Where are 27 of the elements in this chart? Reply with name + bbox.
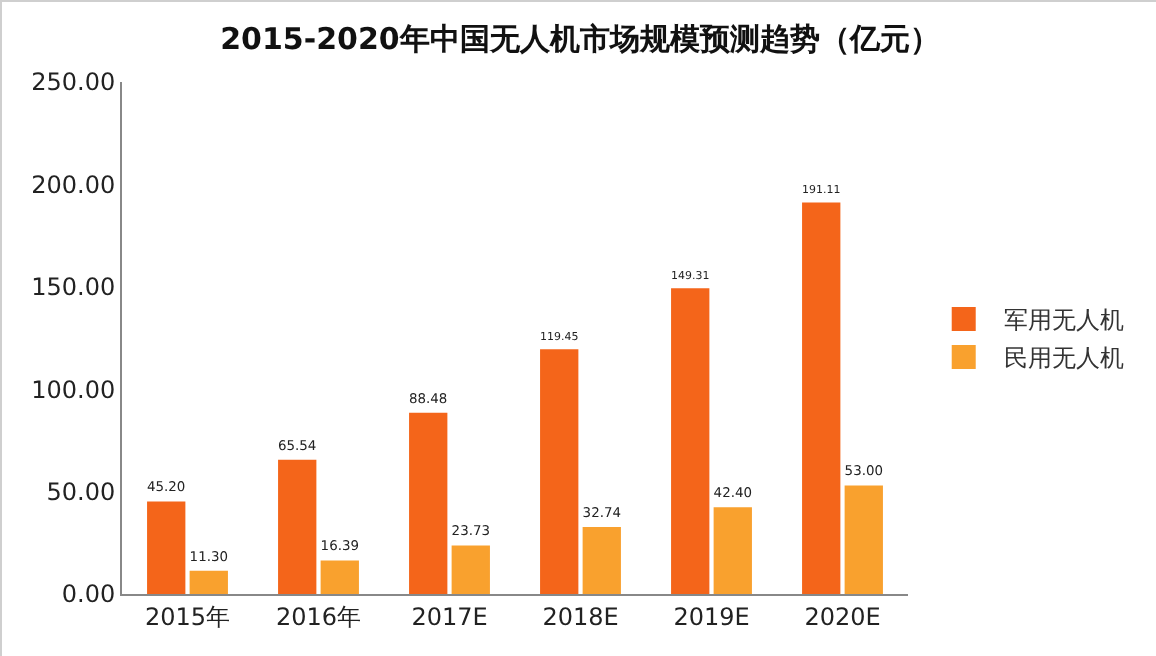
bar [189,570,228,594]
x-tick-label: 2016年 [275,602,362,631]
y-tick-label: 0.00 [61,580,116,609]
x-tick-label: 2020E [804,602,881,631]
y-tick-label: 100.00 [31,375,116,404]
bar [540,349,579,594]
y-tick-label: 150.00 [31,273,116,302]
bar [451,545,490,594]
y-tick-label: 250.00 [31,68,116,97]
bar [409,412,448,594]
x-tick-label: 2017E [411,602,488,631]
bar [844,485,883,594]
legend-label: 民用无人机 [1003,344,1124,373]
x-tick-label: 2015年 [144,602,231,631]
legend-label: 军用无人机 [1003,306,1124,335]
bar [802,202,841,594]
bar [713,507,752,594]
chart-title: 2015-2020年中国无人机市场规模预测趋势（亿元） [220,21,940,58]
x-tick-label: 2018E [542,602,619,631]
y-tick-label: 50.00 [46,478,116,506]
bar [147,501,186,594]
bar [320,560,359,594]
bar [278,459,317,594]
y-tick-label: 200.00 [31,170,116,199]
x-tick-label: 2019E [673,602,750,631]
bar [582,526,621,594]
bar [671,288,710,594]
